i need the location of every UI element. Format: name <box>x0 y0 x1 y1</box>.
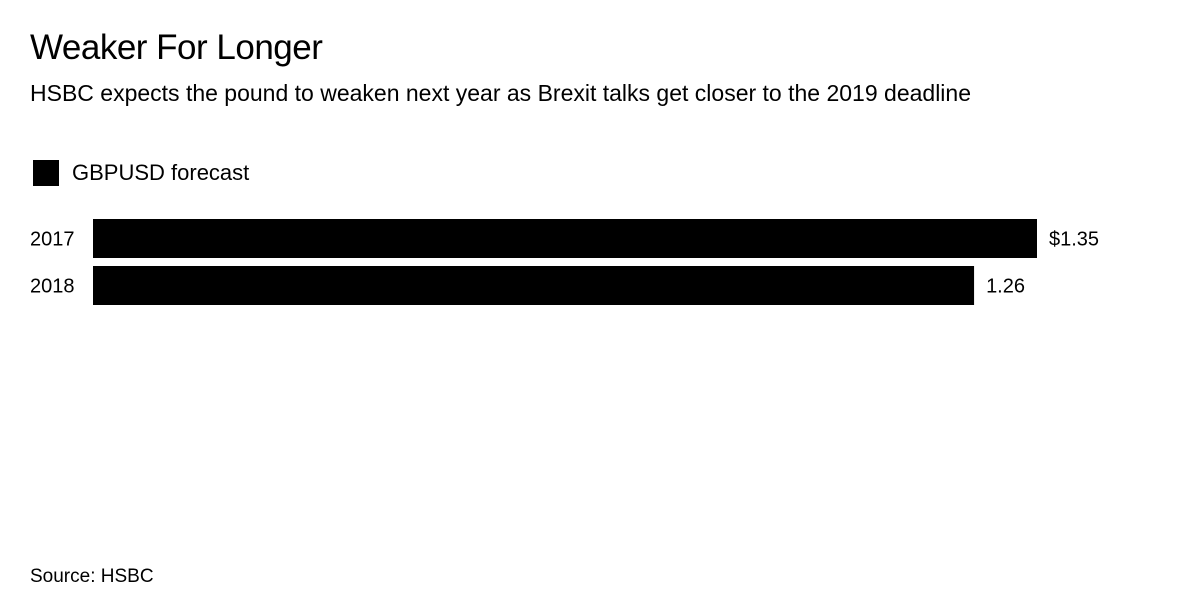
bar-2017 <box>93 219 1037 258</box>
value-label: 1.26 <box>986 276 1025 298</box>
bar-2018 <box>93 266 975 305</box>
category-label: 2018 <box>30 276 75 298</box>
legend: GBPUSD forecast <box>33 160 249 186</box>
source-note: Source: HSBC <box>30 566 154 587</box>
legend-swatch <box>33 160 59 186</box>
chart-subtitle: HSBC expects the pound to weaken next ye… <box>30 80 972 106</box>
category-label: 2017 <box>30 229 75 251</box>
value-label: $1.35 <box>1049 229 1099 251</box>
legend-label: GBPUSD forecast <box>72 160 250 185</box>
chart-title: Weaker For Longer <box>30 28 323 67</box>
